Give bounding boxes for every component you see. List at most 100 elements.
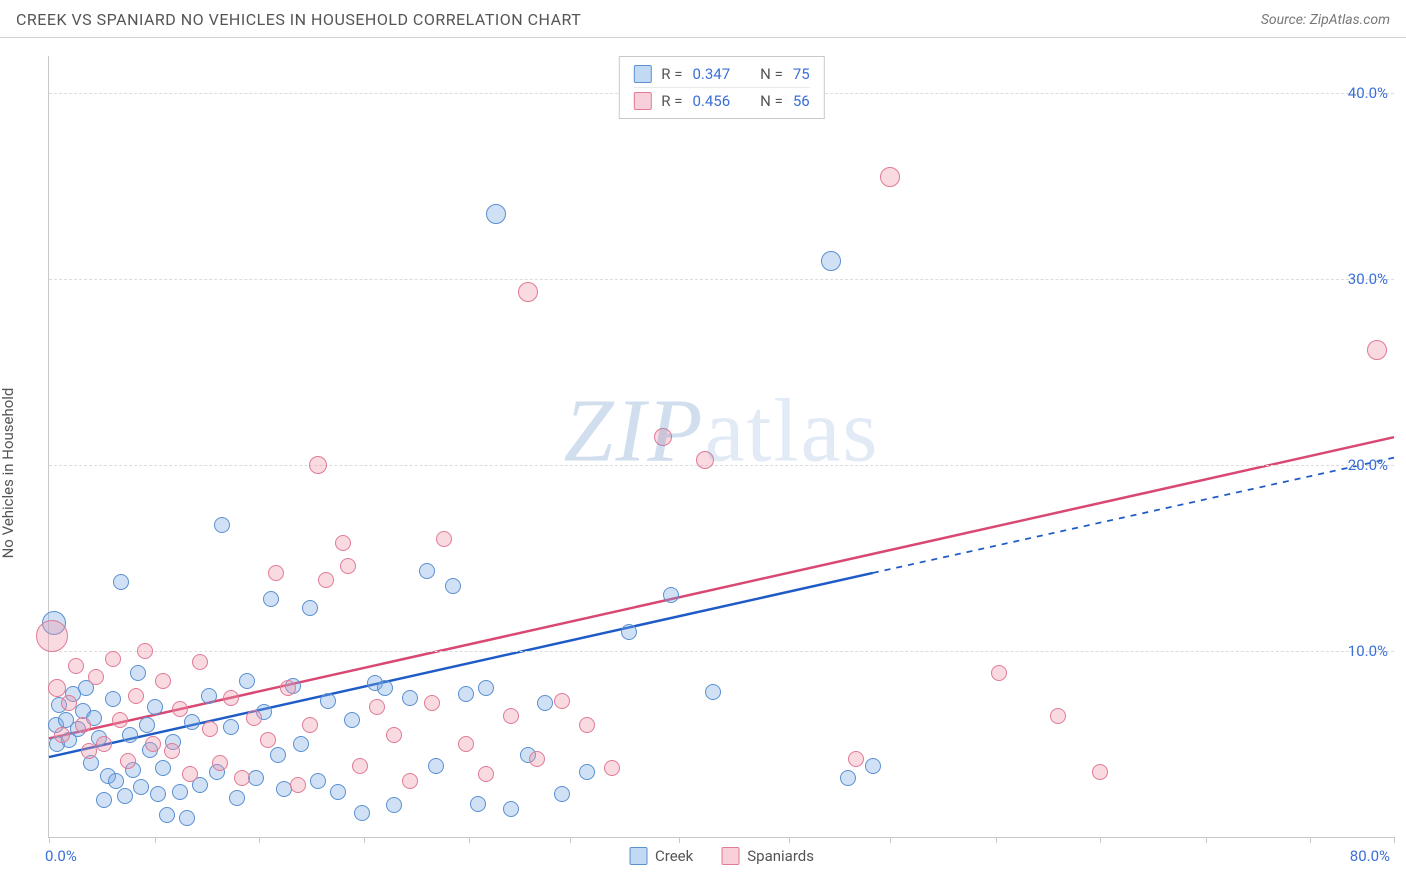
legend-label-creek: Creek xyxy=(655,847,693,865)
data-point xyxy=(445,578,461,594)
x-tick-mark xyxy=(1206,837,1207,843)
data-point xyxy=(1092,764,1108,780)
gridline xyxy=(49,651,1394,652)
data-point xyxy=(369,699,385,715)
swatch-icon xyxy=(633,65,651,83)
data-point xyxy=(155,673,171,689)
correlation-row-creek: R = 0.347 N = 75 xyxy=(633,63,809,85)
data-point xyxy=(458,736,474,752)
source-attribution: Source: ZipAtlas.com xyxy=(1261,12,1390,28)
chart-title: CREEK VS SPANIARD NO VEHICLES IN HOUSEHO… xyxy=(16,10,581,29)
data-point xyxy=(621,624,637,640)
data-point xyxy=(214,517,230,533)
data-point xyxy=(320,693,336,709)
r-label: R = xyxy=(661,65,682,83)
x-tick-mark xyxy=(155,837,156,843)
y-tick-label: 10.0% xyxy=(1348,642,1388,660)
data-point xyxy=(108,773,124,789)
data-point xyxy=(458,686,474,702)
data-point xyxy=(201,688,217,704)
y-tick-label: 40.0% xyxy=(1348,84,1388,102)
data-point xyxy=(402,690,418,706)
correlation-legend: R = 0.347 N = 75 R = 0.456 N = 56 xyxy=(618,56,824,119)
plot-area: ZIPatlas R = 0.347 N = 75 R = 0.456 N = … xyxy=(48,56,1394,838)
data-point xyxy=(133,779,149,795)
x-tick-first: 0.0% xyxy=(45,847,77,865)
data-point xyxy=(503,708,519,724)
data-point xyxy=(112,712,128,728)
x-tick-mark xyxy=(259,837,260,843)
x-tick-mark xyxy=(570,837,571,843)
x-tick-mark xyxy=(49,837,50,843)
y-axis-label: No Vehicles in Household xyxy=(0,388,17,559)
data-point xyxy=(309,456,327,474)
data-point xyxy=(96,792,112,808)
data-point xyxy=(164,743,180,759)
data-point xyxy=(428,758,444,774)
data-point xyxy=(419,563,435,579)
r-value-creek: 0.347 xyxy=(692,65,730,83)
data-point xyxy=(478,680,494,696)
n-value-creek: 75 xyxy=(793,65,810,83)
data-point xyxy=(470,796,486,812)
legend-item-spaniards: Spaniards xyxy=(721,847,814,865)
data-point xyxy=(436,531,452,547)
data-point xyxy=(840,770,856,786)
data-point xyxy=(147,699,163,715)
chart-container: No Vehicles in Household ZIPatlas R = 0.… xyxy=(0,38,1406,890)
data-point xyxy=(122,727,138,743)
data-point xyxy=(1050,708,1066,724)
data-point xyxy=(130,665,146,681)
data-point xyxy=(865,758,881,774)
data-point xyxy=(377,680,393,696)
data-point xyxy=(172,701,188,717)
data-point xyxy=(36,620,68,652)
data-point xyxy=(310,773,326,789)
data-point xyxy=(402,773,418,789)
data-point xyxy=(88,669,104,685)
correlation-row-spaniards: R = 0.456 N = 56 xyxy=(633,87,809,112)
swatch-icon xyxy=(633,92,651,110)
series-legend: Creek Spaniards xyxy=(629,847,814,865)
data-point xyxy=(529,751,545,767)
y-tick-label: 30.0% xyxy=(1348,270,1388,288)
legend-label-spaniards: Spaniards xyxy=(747,847,814,865)
data-point xyxy=(223,690,239,706)
swatch-icon xyxy=(629,847,647,865)
data-point xyxy=(554,693,570,709)
data-point xyxy=(155,760,171,776)
x-tick-mark xyxy=(996,837,997,843)
data-point xyxy=(424,695,440,711)
data-point xyxy=(239,673,255,689)
x-tick-mark xyxy=(364,837,365,843)
gridline xyxy=(49,279,1394,280)
source-link[interactable]: ZipAtlas.com xyxy=(1310,12,1390,28)
data-point xyxy=(1367,340,1387,360)
data-point xyxy=(352,758,368,774)
data-point xyxy=(150,786,166,802)
data-point xyxy=(172,784,188,800)
data-point xyxy=(128,688,144,704)
x-tick-mark xyxy=(679,837,680,843)
data-point xyxy=(354,805,370,821)
data-point xyxy=(486,204,506,224)
data-point xyxy=(229,790,245,806)
source-prefix: Source: xyxy=(1261,12,1310,28)
data-point xyxy=(344,712,360,728)
data-point xyxy=(260,732,276,748)
data-point xyxy=(290,777,306,793)
data-point xyxy=(302,600,318,616)
data-point xyxy=(302,717,318,733)
swatch-icon xyxy=(721,847,739,865)
data-point xyxy=(654,428,672,446)
data-point xyxy=(159,807,175,823)
data-point xyxy=(880,167,900,187)
data-point xyxy=(821,251,841,271)
data-point xyxy=(270,747,286,763)
x-tick-mark xyxy=(469,837,470,843)
data-point xyxy=(105,651,121,667)
data-point xyxy=(48,679,66,697)
data-point xyxy=(280,680,296,696)
data-point xyxy=(184,714,200,730)
data-point xyxy=(212,755,228,771)
